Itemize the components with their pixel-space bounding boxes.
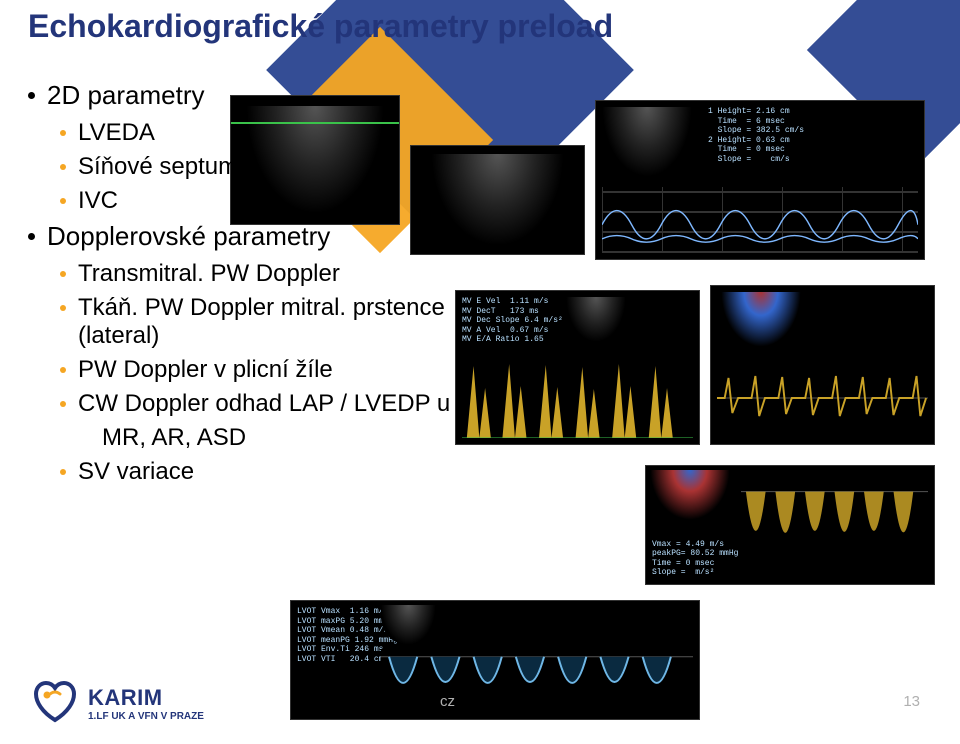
bullet-cw-doppler: CW Doppler odhad LAP / LVEDP u xyxy=(60,390,468,418)
bullet-sinove-septum: Síňové septum xyxy=(60,153,468,181)
logo-text: KARIM 1.LF UK A VFN V PRAZE xyxy=(88,685,204,722)
echo-image-cw-doppler: Vmax = 4.49 m/s peakPG= 80.52 mmHg Time … xyxy=(645,465,935,585)
echo-image-ivc-mmode: 1 Height= 2.16 cm Time = 6 msec Slope = … xyxy=(595,100,925,260)
slide-title: Echokardiografické parametry preload xyxy=(28,8,613,45)
bullet-dopplerovske: Dopplerovské parametry xyxy=(28,221,468,252)
footer-fragment: cz xyxy=(440,693,455,710)
page-number: 13 xyxy=(903,693,920,710)
title-part1: Echokardiografické xyxy=(28,8,334,44)
logo-mark-icon xyxy=(32,680,78,726)
bullet-ivc: IVC xyxy=(60,187,468,215)
bullet-tkan-pw: Tkáň. PW Doppler mitral. prstence (later… xyxy=(60,294,468,350)
bullet-transmitral: Transmitral. PW Doppler xyxy=(60,260,468,288)
karim-logo: KARIM 1.LF UK A VFN V PRAZE xyxy=(32,680,204,726)
bullet-sv-variace: SV variace xyxy=(60,458,468,486)
title-part2: parametry preload xyxy=(334,8,613,44)
bullet-plicni-zile: PW Doppler v plicní žíle xyxy=(60,356,468,384)
echo-image-sv-variace: LVOT Vmax 1.16 m/s LVOT maxPG 5.20 mmHg … xyxy=(290,600,700,720)
bullet-2d-parametry: 2D parametry xyxy=(28,80,468,111)
bullet-lveda: LVEDA xyxy=(60,119,468,147)
bullet-mr-ar-asd: MR, AR, ASD xyxy=(84,424,468,452)
echo-image-tissue-doppler xyxy=(710,285,935,445)
echo-image-transmitral-pw: MV E Vel 1.11 m/s MV DecT 173 ms MV Dec … xyxy=(455,290,700,445)
bullet-list: 2D parametry LVEDA Síňové septum IVC Dop… xyxy=(28,80,468,492)
